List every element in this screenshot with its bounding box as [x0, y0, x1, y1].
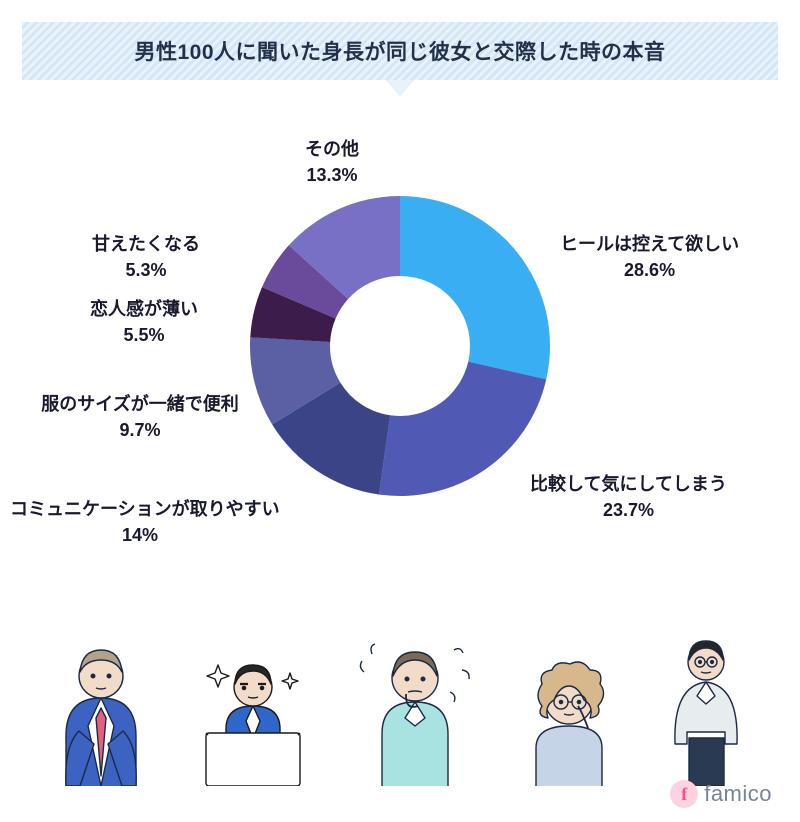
slice-label-4: 恋人感が薄い 5.5%: [90, 296, 198, 348]
label-text: 恋人感が薄い: [90, 299, 198, 319]
person-suit-man: [46, 636, 156, 786]
slice-label-3: 服のサイズが一緒で便利 9.7%: [35, 391, 245, 443]
label-pct: 13.3%: [305, 162, 359, 188]
label-pct: 23.7%: [530, 497, 727, 523]
person-thinking-man: [350, 636, 480, 786]
label-text: 服のサイズが一緒で便利: [41, 394, 238, 414]
person-cardigan-man: [659, 626, 754, 786]
label-text: ヒールは控えて欲しい: [560, 234, 739, 254]
label-pct: 9.7%: [35, 417, 245, 443]
slice-label-2: コミュニケーションが取りやすい 14%: [10, 496, 270, 548]
people-row: [0, 636, 800, 786]
label-pct: 5.3%: [92, 257, 200, 283]
label-pct: 28.6%: [560, 257, 739, 283]
title-bar: 男性100人に聞いた身長が同じ彼女と交際した時の本音: [22, 22, 778, 80]
label-pct: 14%: [10, 522, 270, 548]
donut-chart: [240, 186, 560, 506]
label-text: その他: [305, 139, 359, 159]
donut-slice: [379, 362, 546, 496]
brand-logo-icon: f: [670, 780, 698, 808]
brand-name: famico: [704, 781, 772, 807]
label-text: 比較して気にしてしまう: [530, 474, 727, 494]
slice-label-1: 比較して気にしてしまう 23.7%: [530, 471, 727, 523]
chart-area: ヒールは控えて欲しい 28.6% 比較して気にしてしまう 23.7% コミュニケ…: [0, 96, 800, 596]
label-text: コミュニケーションが取りやすい: [10, 499, 280, 519]
brand: f famico: [670, 780, 772, 808]
person-sign-man: [188, 651, 318, 786]
page-title: 男性100人に聞いた身長が同じ彼女と交際した時の本音: [40, 36, 760, 66]
donut-slice: [400, 196, 550, 379]
title-pointer-icon: [386, 80, 414, 96]
brand-logo-letter: f: [681, 784, 687, 805]
slice-label-5: 甘えたくなる 5.3%: [92, 231, 200, 283]
person-curly-woman: [512, 656, 627, 786]
slice-label-6: その他 13.3%: [305, 136, 359, 188]
label-text: 甘えたくなる: [92, 234, 200, 254]
label-pct: 5.5%: [90, 322, 198, 348]
slice-label-0: ヒールは控えて欲しい 28.6%: [560, 231, 739, 283]
